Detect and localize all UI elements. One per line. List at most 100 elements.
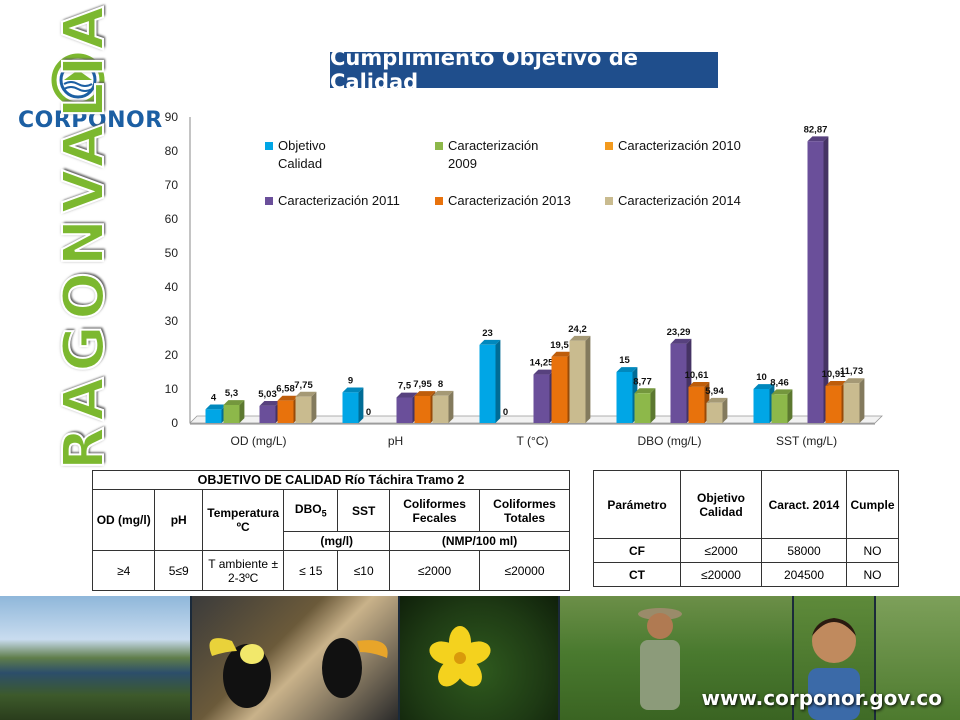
data-label: 82,87 bbox=[804, 124, 828, 135]
compliance-table: Parámetro Objetivo Calidad Caract. 2014 … bbox=[593, 470, 899, 587]
data-label: 6,58 bbox=[276, 384, 295, 395]
bar bbox=[551, 356, 568, 423]
y-tick-label: 40 bbox=[165, 280, 179, 294]
x-tick-label: OD (mg/L) bbox=[230, 434, 286, 448]
child-icon bbox=[808, 618, 860, 720]
hiking-group-photo bbox=[876, 596, 960, 720]
bar-top bbox=[414, 391, 436, 396]
table2-cell: ≤2000 bbox=[680, 538, 762, 563]
bar bbox=[223, 404, 240, 423]
legend-label-line: Caracterización bbox=[448, 138, 538, 153]
y-tick-label: 10 bbox=[165, 382, 179, 396]
table1-cell: ≤ 15 bbox=[283, 550, 339, 591]
x-tick-label: SST (mg/L) bbox=[776, 434, 837, 448]
bar-top bbox=[670, 338, 692, 344]
legend-label: Caracterización 2011 bbox=[278, 193, 400, 208]
corponor-logo-icon bbox=[51, 53, 105, 107]
bar bbox=[688, 386, 705, 423]
data-label: 15 bbox=[619, 355, 630, 366]
bar-side bbox=[358, 387, 364, 423]
bar-side bbox=[585, 335, 591, 423]
legend-swatch bbox=[265, 197, 273, 205]
bar-top bbox=[277, 395, 299, 401]
bar-top bbox=[295, 391, 317, 397]
table2-cell: CF bbox=[593, 538, 681, 563]
bar-top bbox=[771, 389, 793, 395]
x-tick-label: pH bbox=[388, 434, 403, 448]
table2-cell: CT bbox=[593, 562, 681, 587]
bar-top bbox=[551, 351, 573, 357]
bar-top bbox=[753, 384, 775, 389]
table2-cell: NO bbox=[846, 562, 899, 587]
table1-cell: ≤10 bbox=[337, 550, 391, 591]
bar-top bbox=[634, 388, 656, 394]
table1-header-ct: Coliformes Totales bbox=[479, 489, 570, 532]
y-tick-label: 70 bbox=[165, 178, 179, 192]
data-label: 23,29 bbox=[667, 327, 691, 338]
table1-caption: OBJETIVO DE CALIDAD Río Táchira Tramo 2 bbox=[92, 470, 570, 490]
y-tick-label: 20 bbox=[165, 348, 179, 362]
toucan-icon bbox=[209, 638, 388, 708]
table1-header-ph: pH bbox=[154, 489, 204, 551]
bar bbox=[342, 392, 359, 423]
table1-header-temp: Temperatura ºC bbox=[202, 489, 285, 551]
table2-header: Cumple bbox=[846, 470, 899, 539]
legend-swatch bbox=[605, 142, 613, 150]
data-label: 0 bbox=[503, 407, 508, 418]
data-label: 7,75 bbox=[294, 380, 313, 391]
page-title: Cumplimiento Objetivo de Calidad bbox=[330, 46, 718, 94]
bar bbox=[479, 344, 496, 423]
data-label: 14,25 bbox=[530, 358, 554, 369]
bar bbox=[753, 389, 770, 423]
legend-label: Objetivo Calidad bbox=[278, 138, 326, 171]
bar bbox=[843, 383, 860, 423]
farmer-icon bbox=[638, 608, 682, 710]
bar-top bbox=[205, 404, 227, 410]
yellow-flower-photo bbox=[400, 596, 558, 720]
data-label: 10 bbox=[756, 372, 767, 383]
table1-header-od: OD (mg/l) bbox=[91, 489, 156, 551]
data-label: 8 bbox=[438, 379, 443, 390]
lake-landscape-photo bbox=[0, 596, 190, 720]
bar-side bbox=[495, 339, 501, 423]
bar bbox=[414, 395, 431, 423]
table2-header: Parámetro bbox=[593, 470, 681, 539]
legend-label-line: Calidad bbox=[278, 156, 322, 171]
legend-swatch bbox=[605, 197, 613, 205]
bar-top bbox=[706, 397, 728, 403]
data-label: 4 bbox=[211, 393, 217, 404]
table1-header-dbo: DBO5 bbox=[283, 489, 339, 532]
data-label: 23 bbox=[482, 328, 493, 339]
table1-cell: ≤2000 bbox=[389, 550, 481, 591]
table1-header-sst: SST bbox=[337, 489, 391, 532]
brand-name: CORPONOR bbox=[18, 108, 163, 133]
data-label: 7,5 bbox=[398, 381, 412, 392]
y-tick-label: 0 bbox=[171, 416, 178, 430]
table2-header: Objetivo Calidad bbox=[680, 470, 762, 539]
bar bbox=[616, 372, 633, 423]
data-label: 10,61 bbox=[685, 370, 709, 381]
bar-side bbox=[722, 397, 728, 423]
website-url: www.corponor.gov.co bbox=[701, 686, 942, 710]
bar-top bbox=[688, 382, 710, 387]
table1-cell: ≤20000 bbox=[479, 550, 570, 591]
legend-swatch bbox=[435, 142, 443, 150]
bar-top bbox=[569, 335, 591, 341]
data-label: 19,5 bbox=[550, 340, 569, 351]
bar-top bbox=[223, 400, 245, 405]
toucans-photo bbox=[192, 596, 398, 720]
bar-side bbox=[823, 136, 829, 424]
data-label: 5,3 bbox=[225, 388, 238, 399]
legend-label: Caracterización 2013 bbox=[448, 193, 571, 208]
bar-side bbox=[239, 400, 245, 423]
bar bbox=[634, 393, 651, 423]
x-tick-label: T (°C) bbox=[517, 434, 549, 448]
data-label: 9 bbox=[348, 376, 353, 387]
legend-label-line: Objetivo bbox=[278, 138, 326, 153]
legend-swatch bbox=[265, 142, 273, 150]
data-label: 5,03 bbox=[258, 389, 277, 400]
bar-side bbox=[448, 390, 454, 423]
data-label: 8,46 bbox=[770, 377, 789, 388]
bar bbox=[432, 395, 449, 423]
bar bbox=[771, 394, 788, 423]
